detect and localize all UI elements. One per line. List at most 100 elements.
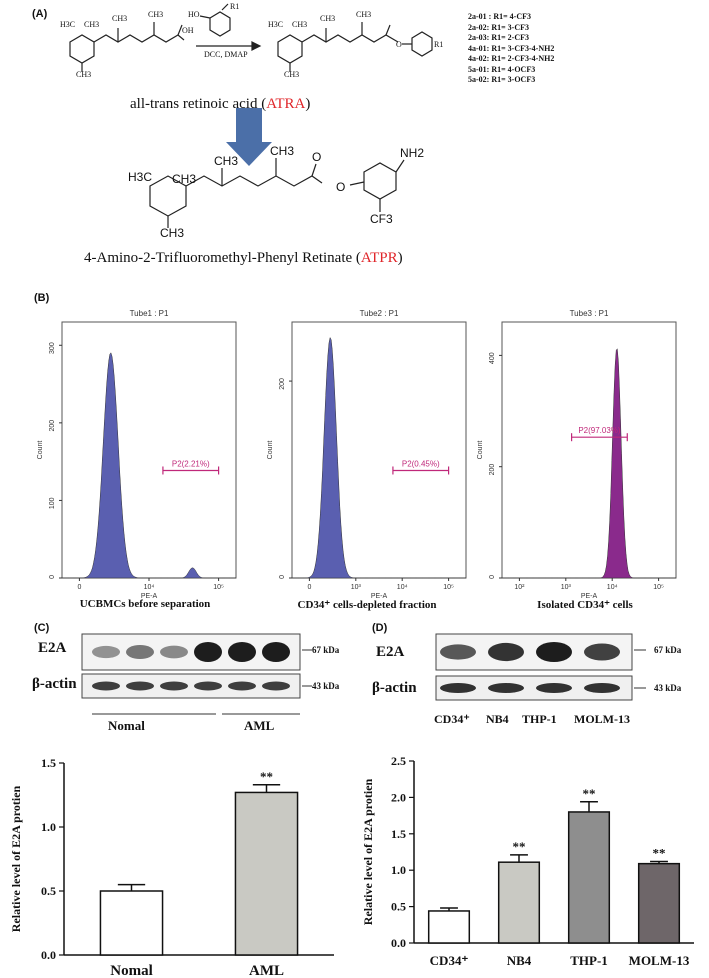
flow-ytick: 300 [49, 342, 56, 354]
panel-c-label: (C) [34, 622, 50, 634]
flow-gate-label: P2(2.21%) [172, 459, 210, 468]
flow-ytick: 0 [489, 575, 496, 579]
r-group-item: 4a-02: R1= 2-CF3-4-NH2 [468, 54, 555, 63]
category-label: Nomal [110, 963, 153, 978]
panel-b-label: (B) [34, 292, 50, 304]
bar [567, 811, 611, 944]
panel-d-label: (D) [372, 622, 388, 634]
flow-histogram [292, 336, 466, 579]
y-tick-label: 0.5 [41, 884, 56, 898]
bar [99, 890, 164, 956]
atom-label: H3C [268, 20, 284, 29]
r-group-item: 4a-01: R1= 3-CF3-4-NH2 [468, 43, 555, 53]
flow-caption-1: UCBMCs before separation [79, 598, 211, 610]
atom-label: CH3 [76, 70, 92, 79]
atom-label: CH3 [356, 10, 372, 19]
atom-label: NH2 [400, 146, 425, 160]
category-label: NB4 [507, 953, 532, 968]
atom-label: CH3 [172, 172, 197, 186]
flow-frame [501, 321, 677, 579]
atom-label: CH3 [160, 226, 185, 240]
flow-xtick: 10⁴ [397, 584, 408, 591]
y-tick-label: 1.5 [41, 756, 56, 770]
atom-label: CH3 [84, 20, 100, 29]
flow-ytick: 400 [489, 352, 496, 364]
atra-ring [69, 34, 95, 64]
flow-xtick: 10³ [351, 584, 362, 591]
r-group-list: 2a-01 : R1= 4-CF3 2a-02: R1= 3-CF3 2a-03… [468, 12, 588, 86]
atra-caption: all-trans retinoic acid (ATRA) [130, 96, 311, 112]
y-tick-label: 0.5 [391, 900, 406, 914]
r-group-item: 2a-03: R1= 2-CF3 [468, 33, 529, 42]
flow-ytick: 200 [279, 378, 286, 390]
western-blot-c [81, 633, 312, 715]
bar [637, 862, 681, 944]
r-group-item: 2a-01 : R1= 4-CF3 [468, 12, 531, 21]
phenol-ring [209, 11, 231, 37]
flow-xlabel: PE-A [581, 593, 598, 600]
blot-d-size-43: 43 kDa [654, 683, 682, 693]
atom-label: CH3 [270, 144, 295, 158]
flow-xtick: 10⁴ [607, 584, 618, 591]
significance-label: ** [583, 786, 596, 801]
blot-d-lane-molm13: MOLM-13 [574, 712, 630, 726]
atom-label: H3C [60, 20, 76, 29]
atpr-aryl-ring [363, 162, 397, 200]
blot-d-lane-nb4: NB4 [486, 712, 509, 726]
category-label: THP-1 [570, 953, 608, 968]
atom-label: O [336, 180, 346, 194]
y-axis-label: Relative level of E2A protien [9, 785, 23, 932]
flow-xtick: 10² [514, 584, 525, 591]
atom-label: CH3 [112, 14, 128, 23]
flow-xlabel: PE-A [371, 593, 388, 600]
flow-ytick: 0 [279, 575, 286, 579]
atom-label: CH3 [214, 154, 239, 168]
flow-plot-2: Tube2 : P1 P2(0.45%) 0 200 0 10³ 10⁴ 10⁵ PE-A Cou… [260, 300, 490, 600]
bar [427, 910, 471, 944]
atom-label: CH3 [320, 14, 336, 23]
flow-frame [291, 321, 467, 579]
blot-d-actin-label: β-actin [372, 680, 417, 696]
flow-ytick: 200 [489, 464, 496, 476]
reaction-conditions: DCC, DMAP [204, 50, 248, 59]
atom-label: CH3 [284, 70, 300, 79]
flow-ylabel: Count [477, 441, 484, 460]
y-tick-label: 0.0 [391, 936, 406, 950]
blot-d-lane-cd34: CD34⁺ [434, 712, 470, 726]
flow-ytick: 200 [49, 420, 56, 432]
flow-frame [61, 321, 237, 579]
flow-caption-3: Isolated CD34⁺ cells [537, 599, 633, 611]
category-label: MOLM-13 [629, 953, 690, 968]
flow-ylabel: Count [37, 441, 44, 460]
significance-label: ** [653, 845, 666, 860]
flow-histogram [62, 352, 236, 579]
y-tick-label: 2.0 [391, 790, 406, 804]
significance-label: ** [513, 839, 526, 854]
atom-label: O [396, 40, 402, 49]
down-arrow-icon [226, 108, 272, 166]
r-group-item: 5a-01: R1= 4-OCF3 [468, 64, 536, 74]
flow-xlabel: PE-A [141, 593, 158, 600]
flow-xtick: 0 [307, 584, 311, 591]
flow-histogram [502, 348, 676, 579]
y-tick-label: 2.5 [391, 754, 406, 768]
flow-gate-label: P2(97.03%) [578, 426, 621, 435]
reagent-r1: R1 [230, 2, 240, 11]
bar-chart-c: 0.0 0.5 1.0 1.5 Nomal ** AML Relative level of … [9, 756, 334, 978]
y-axis-label: Relative level of E2A protien [361, 778, 375, 925]
y-tick-label: 1.0 [391, 863, 406, 877]
blot-d-lane-thp1: THP-1 [522, 712, 557, 726]
blot-d-size-67: 67 kDa [654, 645, 682, 655]
flow-ytick: 0 [49, 575, 56, 579]
atom-label: O [312, 150, 322, 164]
bar [497, 861, 541, 944]
panel-a-label: (A) [32, 8, 48, 20]
flow-xtick: 10⁵ [443, 584, 454, 591]
flow-title: Tube3 : P1 [570, 309, 609, 318]
flow-plot-1: Tube1 : P1 P2(2.21%) 0 100 200 300 0 10⁴ 10⁵ PE-A… [30, 300, 260, 600]
atom-label: CH3 [148, 10, 164, 19]
bar-chart-d: 0.0 0.5 1.0 1.5 2.0 2.5 CD34⁺ ** NB4 ** THP-1 ** MOL… [361, 754, 694, 968]
flow-plot-3: Tube3 : P1 P2(97.03%) 0 200 400 10² 10³ 10⁴ 10⁵ P… [470, 300, 700, 600]
category-label: AML [249, 963, 284, 978]
significance-label: ** [260, 769, 273, 784]
